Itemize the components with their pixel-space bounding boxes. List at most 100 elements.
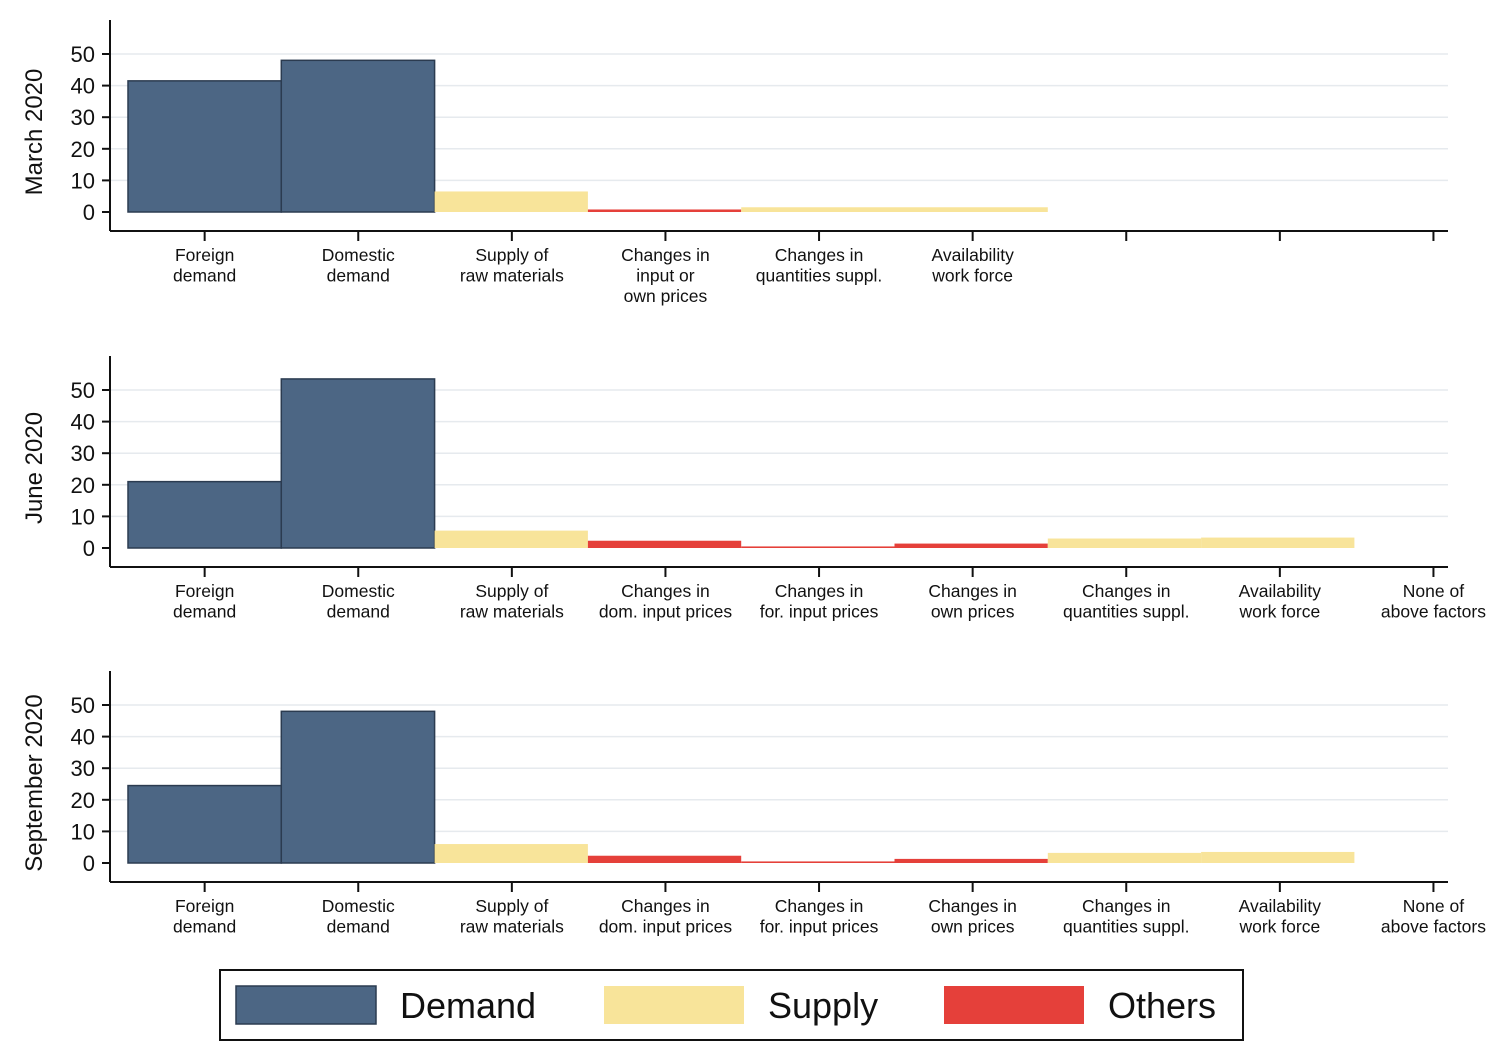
y-tick-label: 50 — [71, 693, 95, 718]
x-category-label-line: None of — [1403, 896, 1464, 916]
x-category-label: Changes in dom. input prices — [599, 896, 733, 937]
bar-demand — [127, 80, 283, 213]
x-category-label-line: above factors — [1381, 917, 1486, 937]
bar-others — [741, 546, 895, 548]
x-category-label: None of above factors — [1381, 581, 1486, 622]
x-category-label: Changes in own prices — [928, 581, 1017, 622]
x-category-label: Supply of raw materials — [460, 581, 564, 622]
bar-others — [587, 855, 742, 863]
x-category-label-line: raw materials — [460, 917, 564, 937]
x-category-label-line: Changes in — [928, 581, 1017, 601]
x-category-label: Changes in for. input prices — [760, 581, 879, 622]
x-category-label-line: work force — [1238, 602, 1320, 622]
x-category-label-line: above factors — [1381, 602, 1486, 622]
y-tick-label: 30 — [71, 756, 95, 781]
x-category-label-line: Foreign — [175, 245, 234, 265]
bar-demand — [127, 784, 283, 864]
legend-label-demand: Demand — [400, 985, 536, 1026]
y-tick-label: 0 — [83, 851, 95, 876]
x-category-label: Availability work force — [1238, 581, 1321, 622]
x-category-label-line: own prices — [931, 917, 1015, 937]
x-category-label: Foreign demand — [173, 581, 236, 622]
y-tick-label: 40 — [71, 725, 95, 750]
y-axis-title: September 2020 — [21, 694, 48, 871]
x-category-label-line: Domestic — [322, 245, 395, 265]
x-category-label-line: Domestic — [322, 896, 395, 916]
x-category-label-line: Changes in — [1082, 581, 1171, 601]
x-category-label-line: None of — [1403, 581, 1464, 601]
x-category-label-line: input or — [636, 266, 695, 286]
bar-demand — [280, 59, 436, 213]
x-category-label: Changes in quantities suppl. — [1063, 581, 1189, 622]
x-category-label-line: Supply of — [475, 896, 548, 916]
y-tick-label: 30 — [71, 105, 95, 130]
x-category-label-line: Changes in — [775, 245, 864, 265]
bar-supply — [741, 207, 895, 212]
y-tick-label: 10 — [71, 168, 95, 193]
x-category-label-line: quantities suppl. — [1063, 917, 1189, 937]
x-category-label-line: Availability — [1239, 581, 1322, 601]
bar-others — [894, 858, 1048, 863]
bar-supply — [434, 530, 588, 548]
x-category-label-line: Foreign — [175, 896, 234, 916]
x-category-label-line: for. input prices — [760, 602, 879, 622]
x-category-label-line: Changes in — [928, 896, 1017, 916]
y-tick-label: 20 — [71, 473, 95, 498]
x-category-label: Changes in quantities suppl. — [756, 245, 882, 286]
x-category-label-line: demand — [173, 917, 236, 937]
x-category-label-line: demand — [173, 602, 236, 622]
y-tick-label: 0 — [83, 536, 95, 561]
x-category-label: Domestic demand — [322, 896, 395, 937]
legend-swatch-others — [944, 986, 1084, 1024]
x-category-label-line: own prices — [931, 602, 1015, 622]
x-category-label-line: Foreign — [175, 581, 234, 601]
x-category-label-line: work force — [1238, 917, 1320, 937]
x-category-label: Availability work force — [1238, 896, 1321, 937]
x-category-label-line: Changes in — [621, 896, 710, 916]
x-category-label: Changes in for. input prices — [760, 896, 879, 937]
x-category-label: Changes in input or own prices — [621, 245, 710, 306]
x-category-label-line: work force — [931, 266, 1013, 286]
x-category-label-line: Availability — [1239, 896, 1322, 916]
x-category-label-line: quantities suppl. — [756, 266, 882, 286]
x-category-label-line: quantities suppl. — [1063, 602, 1189, 622]
legend-label-others: Others — [1108, 985, 1216, 1026]
y-tick-label: 50 — [71, 378, 95, 403]
legend-swatch-supply — [604, 986, 744, 1024]
x-category-label-line: demand — [173, 266, 236, 286]
legend: Demand Supply Others — [219, 969, 1244, 1041]
bar-supply — [1201, 537, 1355, 548]
x-category-label-line: Changes in — [775, 896, 864, 916]
y-tick-label: 10 — [71, 504, 95, 529]
y-tick-label: 0 — [83, 200, 95, 225]
x-category-label: None of above factors — [1381, 896, 1486, 937]
x-category-label-line: dom. input prices — [599, 917, 733, 937]
x-category-label: Domestic demand — [322, 245, 395, 286]
y-tick-label: 50 — [71, 42, 95, 67]
x-category-label-line: Supply of — [475, 581, 548, 601]
x-category-label-line: Supply of — [475, 245, 548, 265]
y-tick-label: 30 — [71, 441, 95, 466]
x-category-label-line: demand — [327, 602, 390, 622]
x-category-label-line: dom. input prices — [599, 602, 733, 622]
y-tick-label: 20 — [71, 788, 95, 813]
x-category-label: Supply of raw materials — [460, 245, 564, 286]
x-category-label-line: raw materials — [460, 266, 564, 286]
x-category-label-line: Changes in — [775, 581, 864, 601]
y-tick-label: 10 — [71, 819, 95, 844]
x-category-label-line: demand — [327, 917, 390, 937]
bar-demand — [280, 378, 436, 549]
x-category-label: Domestic demand — [322, 581, 395, 622]
x-category-label-line: Changes in — [1082, 896, 1171, 916]
x-category-label-line: Domestic — [322, 581, 395, 601]
legend-label-supply: Supply — [768, 985, 878, 1026]
x-category-label-line: demand — [327, 266, 390, 286]
bar-demand — [127, 480, 283, 549]
bar-others — [587, 209, 742, 212]
bar-supply — [1047, 538, 1202, 548]
